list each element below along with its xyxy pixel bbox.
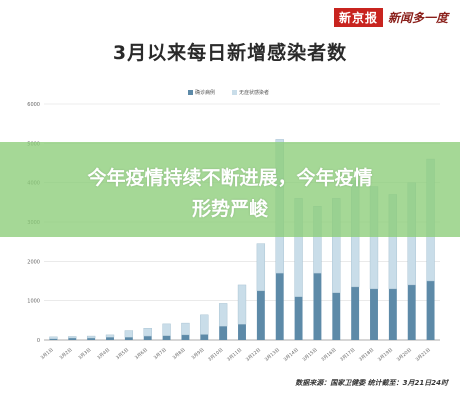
bar-asymptomatic-3 [105, 334, 115, 338]
x-tick-label-16: 3月17日 [339, 347, 356, 363]
legend-label-1: 无症状感染者 [239, 89, 269, 96]
bar-confirmed-20 [426, 281, 435, 340]
bar-confirmed-10 [238, 324, 246, 340]
x-tick-label-12: 3月13日 [264, 347, 281, 363]
bar-asymptomatic-10 [237, 284, 247, 325]
x-tick-label-13: 3月14日 [283, 347, 300, 363]
y-tick-label-6: 6000 [27, 102, 40, 108]
y-tick-label-1: 1000 [27, 299, 40, 305]
bar-confirmed-17 [370, 288, 378, 340]
bar-confirmed-18 [388, 288, 397, 340]
x-tick-label-0: 3月1日 [40, 347, 55, 361]
y-tick-label-2: 2000 [27, 259, 40, 265]
x-tick-label-3: 3月4日 [96, 347, 111, 361]
x-tick-label-1: 3月2日 [58, 347, 73, 361]
chart-title: 3月以来每日新增感染者数 [112, 42, 348, 64]
bar-confirmed-16 [351, 286, 360, 340]
x-tick-label-11: 3月12日 [245, 347, 262, 363]
x-tick-label-20: 3月21日 [415, 347, 432, 363]
bar-confirmed-15 [332, 292, 341, 340]
x-tick-label-17: 3月18日 [358, 347, 375, 363]
bar-asymptomatic-0 [49, 336, 58, 340]
bar-confirmed-3 [106, 337, 114, 340]
x-tick-label-15: 3月16日 [320, 347, 337, 363]
bar-confirmed-11 [256, 290, 265, 340]
x-tick-label-2: 3月3日 [77, 347, 92, 361]
caption-overlay [0, 142, 460, 237]
bar-asymptomatic-7 [181, 322, 190, 336]
source-note: 数据来源：国家卫健委 统计截至：3月21日24时 [295, 379, 448, 387]
brand-slogan: 新闻多一度 [387, 11, 448, 25]
bar-confirmed-4 [124, 337, 133, 340]
bar-confirmed-14 [313, 273, 322, 340]
bar-asymptomatic-6 [162, 323, 171, 336]
bar-confirmed-19 [407, 284, 416, 340]
x-tick-label-5: 3月6日 [134, 347, 149, 361]
bar-asymptomatic-5 [143, 328, 152, 337]
caption-line-2: 形势严峻 [191, 198, 268, 220]
bar-asymptomatic-1 [68, 336, 77, 339]
x-tick-label-14: 3月15日 [301, 347, 318, 363]
bar-asymptomatic-8 [200, 314, 209, 335]
x-tick-label-7: 3月8日 [172, 347, 187, 361]
caption-line-1: 今年疫情持续不断进展，今年疫情 [87, 167, 373, 189]
bar-confirmed-13 [294, 296, 303, 340]
bar-confirmed-9 [219, 326, 228, 340]
x-tick-label-9: 3月10日 [207, 347, 224, 363]
bar-confirmed-8 [200, 334, 209, 340]
bar-confirmed-0 [49, 338, 58, 340]
caption-text: 今年疫情持续不断进展，今年疫情 形势严峻 [0, 163, 460, 225]
legend-swatch-0 [188, 90, 193, 95]
brand-logo: 新京报 [333, 8, 383, 27]
bar-asymptomatic-11 [256, 243, 266, 292]
brand-header: 新京报 新闻多一度 [333, 8, 448, 27]
x-tick-label-19: 3月20日 [396, 347, 413, 363]
x-tick-label-6: 3月7日 [153, 347, 168, 361]
bar-confirmed-6 [162, 335, 171, 340]
x-tick-label-4: 3月5日 [115, 347, 130, 361]
x-tick-label-18: 3月19日 [377, 347, 394, 363]
bar-asymptomatic-2 [86, 335, 96, 339]
x-tick-label-10: 3月11日 [226, 347, 243, 363]
bar-asymptomatic-9 [218, 303, 228, 327]
legend-swatch-1 [232, 90, 237, 95]
bar-confirmed-1 [68, 338, 77, 340]
bar-confirmed-5 [143, 336, 152, 340]
y-tick-label-0: 0 [37, 338, 40, 344]
bar-asymptomatic-4 [124, 330, 134, 338]
bar-confirmed-12 [275, 273, 284, 340]
bar-confirmed-7 [181, 334, 190, 340]
legend-label-0: 确诊病例 [195, 89, 215, 96]
bar-confirmed-2 [87, 338, 96, 340]
x-tick-label-8: 3月9日 [190, 347, 205, 361]
